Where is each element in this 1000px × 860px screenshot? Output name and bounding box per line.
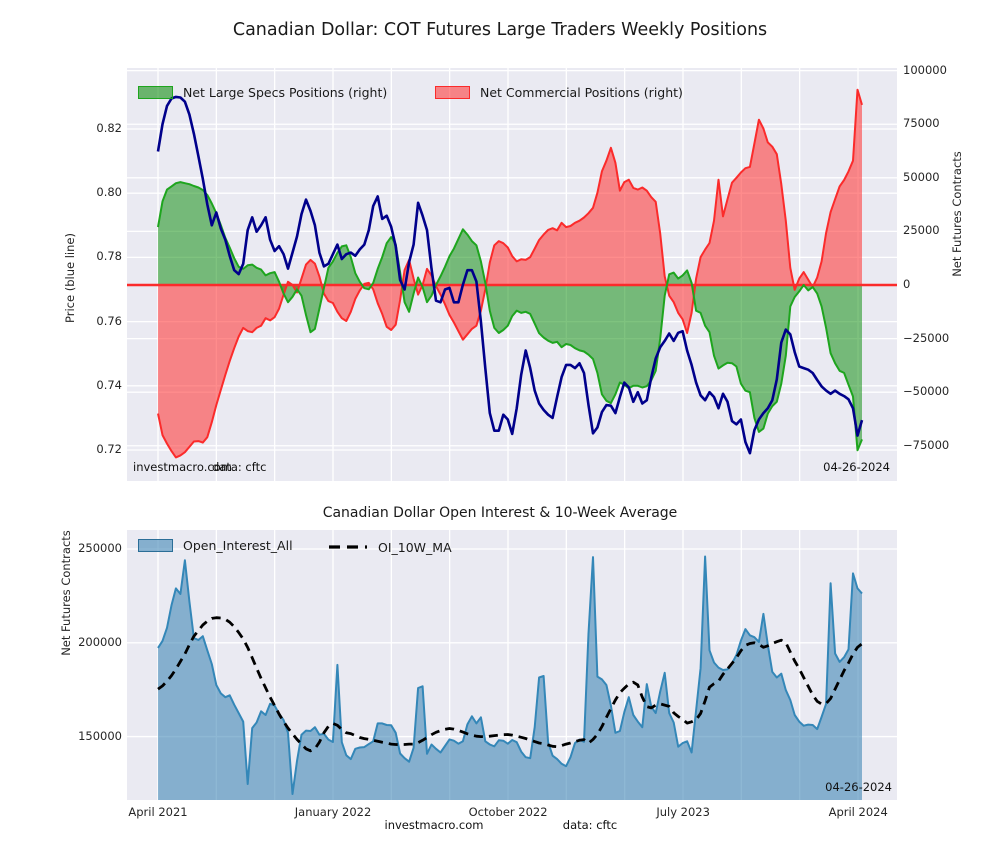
- tick-label: 250000: [78, 541, 122, 555]
- tick-label: 200000: [78, 634, 122, 649]
- top-left-axis-label: Price (blue line): [63, 233, 77, 323]
- legend-label: Net Large Specs Positions (right): [183, 85, 388, 100]
- green-area-swatch-icon: [138, 86, 173, 99]
- net-commercials-line: [157, 88, 863, 459]
- tick-label: 50000: [903, 169, 940, 184]
- top-date-annotation: 04-26-2024: [823, 460, 890, 474]
- tick-label: 0.74: [96, 377, 122, 392]
- tick-label: −75000: [903, 437, 950, 452]
- top-legend-item-specs: Net Large Specs Positions (right): [138, 85, 387, 100]
- tick-label: 100000: [903, 62, 947, 77]
- tick-label: 0.76: [96, 313, 122, 328]
- blue-area-swatch-icon: [138, 539, 173, 552]
- open-interest-line: [157, 555, 863, 795]
- bottom-date-annotation: 04-26-2024: [825, 780, 892, 794]
- top-legend-item-commercials: Net Commercial Positions (right): [435, 85, 683, 100]
- tick-label: 0: [903, 277, 911, 291]
- net-commercials-area: [158, 89, 862, 458]
- tick-label: January 2022: [294, 805, 372, 819]
- tick-label: October 2022: [468, 805, 548, 819]
- red-area-swatch-icon: [435, 86, 470, 99]
- top-source-note: investmacro.com: [133, 460, 232, 474]
- tick-label: 75000: [903, 116, 940, 131]
- tick-label: April 2021: [128, 805, 188, 819]
- tick-label: 0.80: [96, 185, 122, 200]
- legend-label: Net Commercial Positions (right): [480, 85, 683, 100]
- tick-label: April 2024: [828, 805, 888, 819]
- price-line: [156, 95, 864, 455]
- tick-label: July 2023: [656, 805, 710, 819]
- dashed-line-swatch-icon: [328, 538, 368, 557]
- net-specs-area: [158, 182, 862, 451]
- top-data-note: data: cftc: [212, 460, 267, 474]
- legend-label: Open_Interest_All: [183, 538, 293, 553]
- tick-label: −50000: [903, 384, 950, 399]
- tick-label: −25000: [903, 330, 950, 345]
- tick-label: 0.82: [96, 121, 122, 135]
- bottom-source-note: investmacro.com: [384, 818, 484, 832]
- legend-label: OI_10W_MA: [378, 540, 452, 555]
- bottom-legend-item-oi: Open_Interest_All: [138, 538, 293, 553]
- bottom-legend-item-ma: OI_10W_MA: [328, 538, 452, 557]
- oi-ma-dashed-line: [157, 616, 863, 753]
- net-specs-line: [157, 181, 863, 452]
- bottom-data-note: data: cftc: [562, 818, 618, 832]
- tick-label: 150000: [78, 728, 122, 743]
- tick-label: 25000: [903, 223, 940, 238]
- tick-label: 0.72: [96, 442, 122, 456]
- top-chart-title: Canadian Dollar: COT Futures Large Trade…: [232, 20, 768, 40]
- top-right-axis-label: Net Futures Contracts: [950, 151, 964, 277]
- bottom-chart-title: Canadian Dollar Open Interest & 10-Week …: [322, 505, 678, 521]
- tick-label: 0.78: [96, 249, 122, 264]
